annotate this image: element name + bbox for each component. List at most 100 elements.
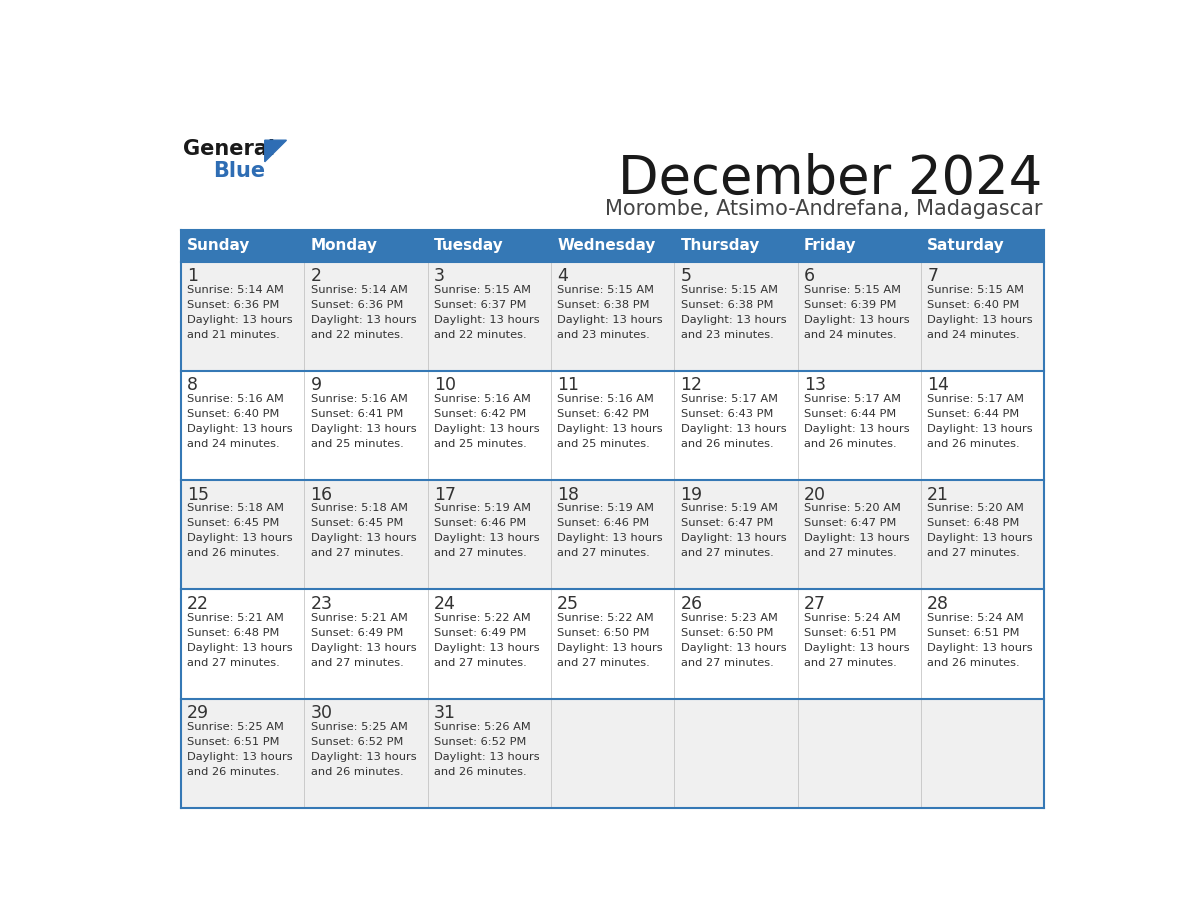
Text: Sunrise: 5:14 AM: Sunrise: 5:14 AM (188, 285, 284, 295)
Bar (428, 480, 551, 589)
Text: Sunday: Sunday (188, 238, 251, 253)
Text: 15: 15 (188, 486, 209, 504)
Text: Daylight: 13 hours: Daylight: 13 hours (188, 752, 292, 762)
Text: Daylight: 13 hours: Daylight: 13 hours (804, 315, 910, 325)
Text: 3: 3 (434, 267, 444, 285)
Text: 29: 29 (188, 704, 209, 722)
Bar (428, 262, 551, 371)
Text: Daylight: 13 hours: Daylight: 13 hours (188, 315, 292, 325)
Text: 26: 26 (681, 595, 702, 613)
Text: Sunset: 6:47 PM: Sunset: 6:47 PM (804, 519, 896, 529)
Text: 7: 7 (927, 267, 939, 285)
Text: Daylight: 13 hours: Daylight: 13 hours (927, 643, 1032, 653)
Text: Daylight: 13 hours: Daylight: 13 hours (557, 424, 663, 434)
Text: Sunset: 6:43 PM: Sunset: 6:43 PM (681, 409, 773, 420)
Text: 4: 4 (557, 267, 568, 285)
Text: Daylight: 13 hours: Daylight: 13 hours (804, 424, 910, 434)
Text: Daylight: 13 hours: Daylight: 13 hours (681, 643, 786, 653)
Text: Sunrise: 5:16 AM: Sunrise: 5:16 AM (557, 394, 655, 404)
Text: Sunset: 6:40 PM: Sunset: 6:40 PM (927, 300, 1019, 310)
Text: and 27 minutes.: and 27 minutes. (557, 657, 650, 667)
Bar (428, 371, 551, 480)
Text: Daylight: 13 hours: Daylight: 13 hours (927, 315, 1032, 325)
Text: 28: 28 (927, 595, 949, 613)
Text: Daylight: 13 hours: Daylight: 13 hours (434, 315, 539, 325)
Text: and 24 minutes.: and 24 minutes. (188, 439, 280, 449)
Text: Daylight: 13 hours: Daylight: 13 hours (188, 643, 292, 653)
Text: Daylight: 13 hours: Daylight: 13 hours (434, 643, 539, 653)
Text: Sunrise: 5:17 AM: Sunrise: 5:17 AM (681, 394, 778, 404)
Text: Sunset: 6:52 PM: Sunset: 6:52 PM (434, 737, 526, 746)
Text: Daylight: 13 hours: Daylight: 13 hours (310, 533, 416, 543)
Text: Daylight: 13 hours: Daylight: 13 hours (557, 315, 663, 325)
Text: Sunrise: 5:15 AM: Sunrise: 5:15 AM (681, 285, 778, 295)
Text: Sunset: 6:42 PM: Sunset: 6:42 PM (557, 409, 650, 420)
Text: Sunset: 6:42 PM: Sunset: 6:42 PM (434, 409, 526, 420)
Text: Sunrise: 5:21 AM: Sunrise: 5:21 AM (310, 612, 407, 622)
Text: Friday: Friday (804, 238, 857, 253)
Text: Thursday: Thursday (681, 238, 760, 253)
Text: and 26 minutes.: and 26 minutes. (681, 439, 773, 449)
Text: Sunset: 6:37 PM: Sunset: 6:37 PM (434, 300, 526, 310)
Text: Sunset: 6:44 PM: Sunset: 6:44 PM (804, 409, 896, 420)
Text: and 26 minutes.: and 26 minutes. (927, 439, 1019, 449)
Text: Sunset: 6:50 PM: Sunset: 6:50 PM (681, 628, 773, 637)
Bar (675, 371, 797, 480)
Text: Sunset: 6:52 PM: Sunset: 6:52 PM (310, 737, 403, 746)
Text: Sunrise: 5:23 AM: Sunrise: 5:23 AM (681, 612, 777, 622)
Bar (181, 262, 304, 371)
Text: Sunrise: 5:19 AM: Sunrise: 5:19 AM (681, 503, 778, 513)
Text: Daylight: 13 hours: Daylight: 13 hours (681, 424, 786, 434)
Text: Daylight: 13 hours: Daylight: 13 hours (557, 643, 663, 653)
Text: 18: 18 (557, 486, 580, 504)
Text: Sunrise: 5:22 AM: Sunrise: 5:22 AM (434, 612, 531, 622)
Bar (181, 230, 304, 262)
Bar (181, 589, 304, 699)
Text: and 26 minutes.: and 26 minutes. (927, 657, 1019, 667)
Text: 30: 30 (310, 704, 333, 722)
Text: Sunset: 6:47 PM: Sunset: 6:47 PM (681, 519, 773, 529)
Text: 27: 27 (804, 595, 826, 613)
Bar (675, 230, 797, 262)
Text: Sunrise: 5:20 AM: Sunrise: 5:20 AM (927, 503, 1024, 513)
Text: 16: 16 (310, 486, 333, 504)
Text: Morombe, Atsimo-Andrefana, Madagascar: Morombe, Atsimo-Andrefana, Madagascar (605, 198, 1042, 218)
Text: Daylight: 13 hours: Daylight: 13 hours (188, 424, 292, 434)
Text: 23: 23 (310, 595, 333, 613)
Bar (551, 262, 675, 371)
Text: Sunset: 6:48 PM: Sunset: 6:48 PM (927, 519, 1019, 529)
Text: Sunset: 6:36 PM: Sunset: 6:36 PM (188, 300, 279, 310)
Bar (181, 480, 304, 589)
Bar (921, 371, 1044, 480)
Text: Sunset: 6:41 PM: Sunset: 6:41 PM (310, 409, 403, 420)
Text: Daylight: 13 hours: Daylight: 13 hours (804, 643, 910, 653)
Text: Sunrise: 5:18 AM: Sunrise: 5:18 AM (310, 503, 407, 513)
Bar (797, 589, 921, 699)
Text: and 26 minutes.: and 26 minutes. (804, 439, 897, 449)
Text: Sunrise: 5:14 AM: Sunrise: 5:14 AM (310, 285, 407, 295)
Text: Sunrise: 5:25 AM: Sunrise: 5:25 AM (188, 722, 284, 732)
Text: 14: 14 (927, 376, 949, 395)
Text: 6: 6 (804, 267, 815, 285)
Bar (921, 262, 1044, 371)
Text: Sunrise: 5:16 AM: Sunrise: 5:16 AM (310, 394, 407, 404)
Text: and 27 minutes.: and 27 minutes. (927, 548, 1020, 558)
Polygon shape (265, 140, 286, 162)
Text: and 27 minutes.: and 27 minutes. (557, 548, 650, 558)
Text: Sunrise: 5:21 AM: Sunrise: 5:21 AM (188, 612, 284, 622)
Bar (304, 230, 428, 262)
Bar (304, 371, 428, 480)
Text: Daylight: 13 hours: Daylight: 13 hours (927, 424, 1032, 434)
Text: Daylight: 13 hours: Daylight: 13 hours (557, 533, 663, 543)
Text: Sunrise: 5:20 AM: Sunrise: 5:20 AM (804, 503, 901, 513)
Text: Blue: Blue (213, 161, 265, 181)
Text: and 26 minutes.: and 26 minutes. (188, 767, 280, 777)
Text: Sunset: 6:51 PM: Sunset: 6:51 PM (804, 628, 897, 637)
Text: Saturday: Saturday (927, 238, 1005, 253)
Text: Sunrise: 5:18 AM: Sunrise: 5:18 AM (188, 503, 284, 513)
Text: Sunrise: 5:22 AM: Sunrise: 5:22 AM (557, 612, 653, 622)
Text: and 24 minutes.: and 24 minutes. (804, 330, 897, 340)
Text: 10: 10 (434, 376, 456, 395)
Bar (921, 589, 1044, 699)
Text: Sunrise: 5:24 AM: Sunrise: 5:24 AM (927, 612, 1024, 622)
